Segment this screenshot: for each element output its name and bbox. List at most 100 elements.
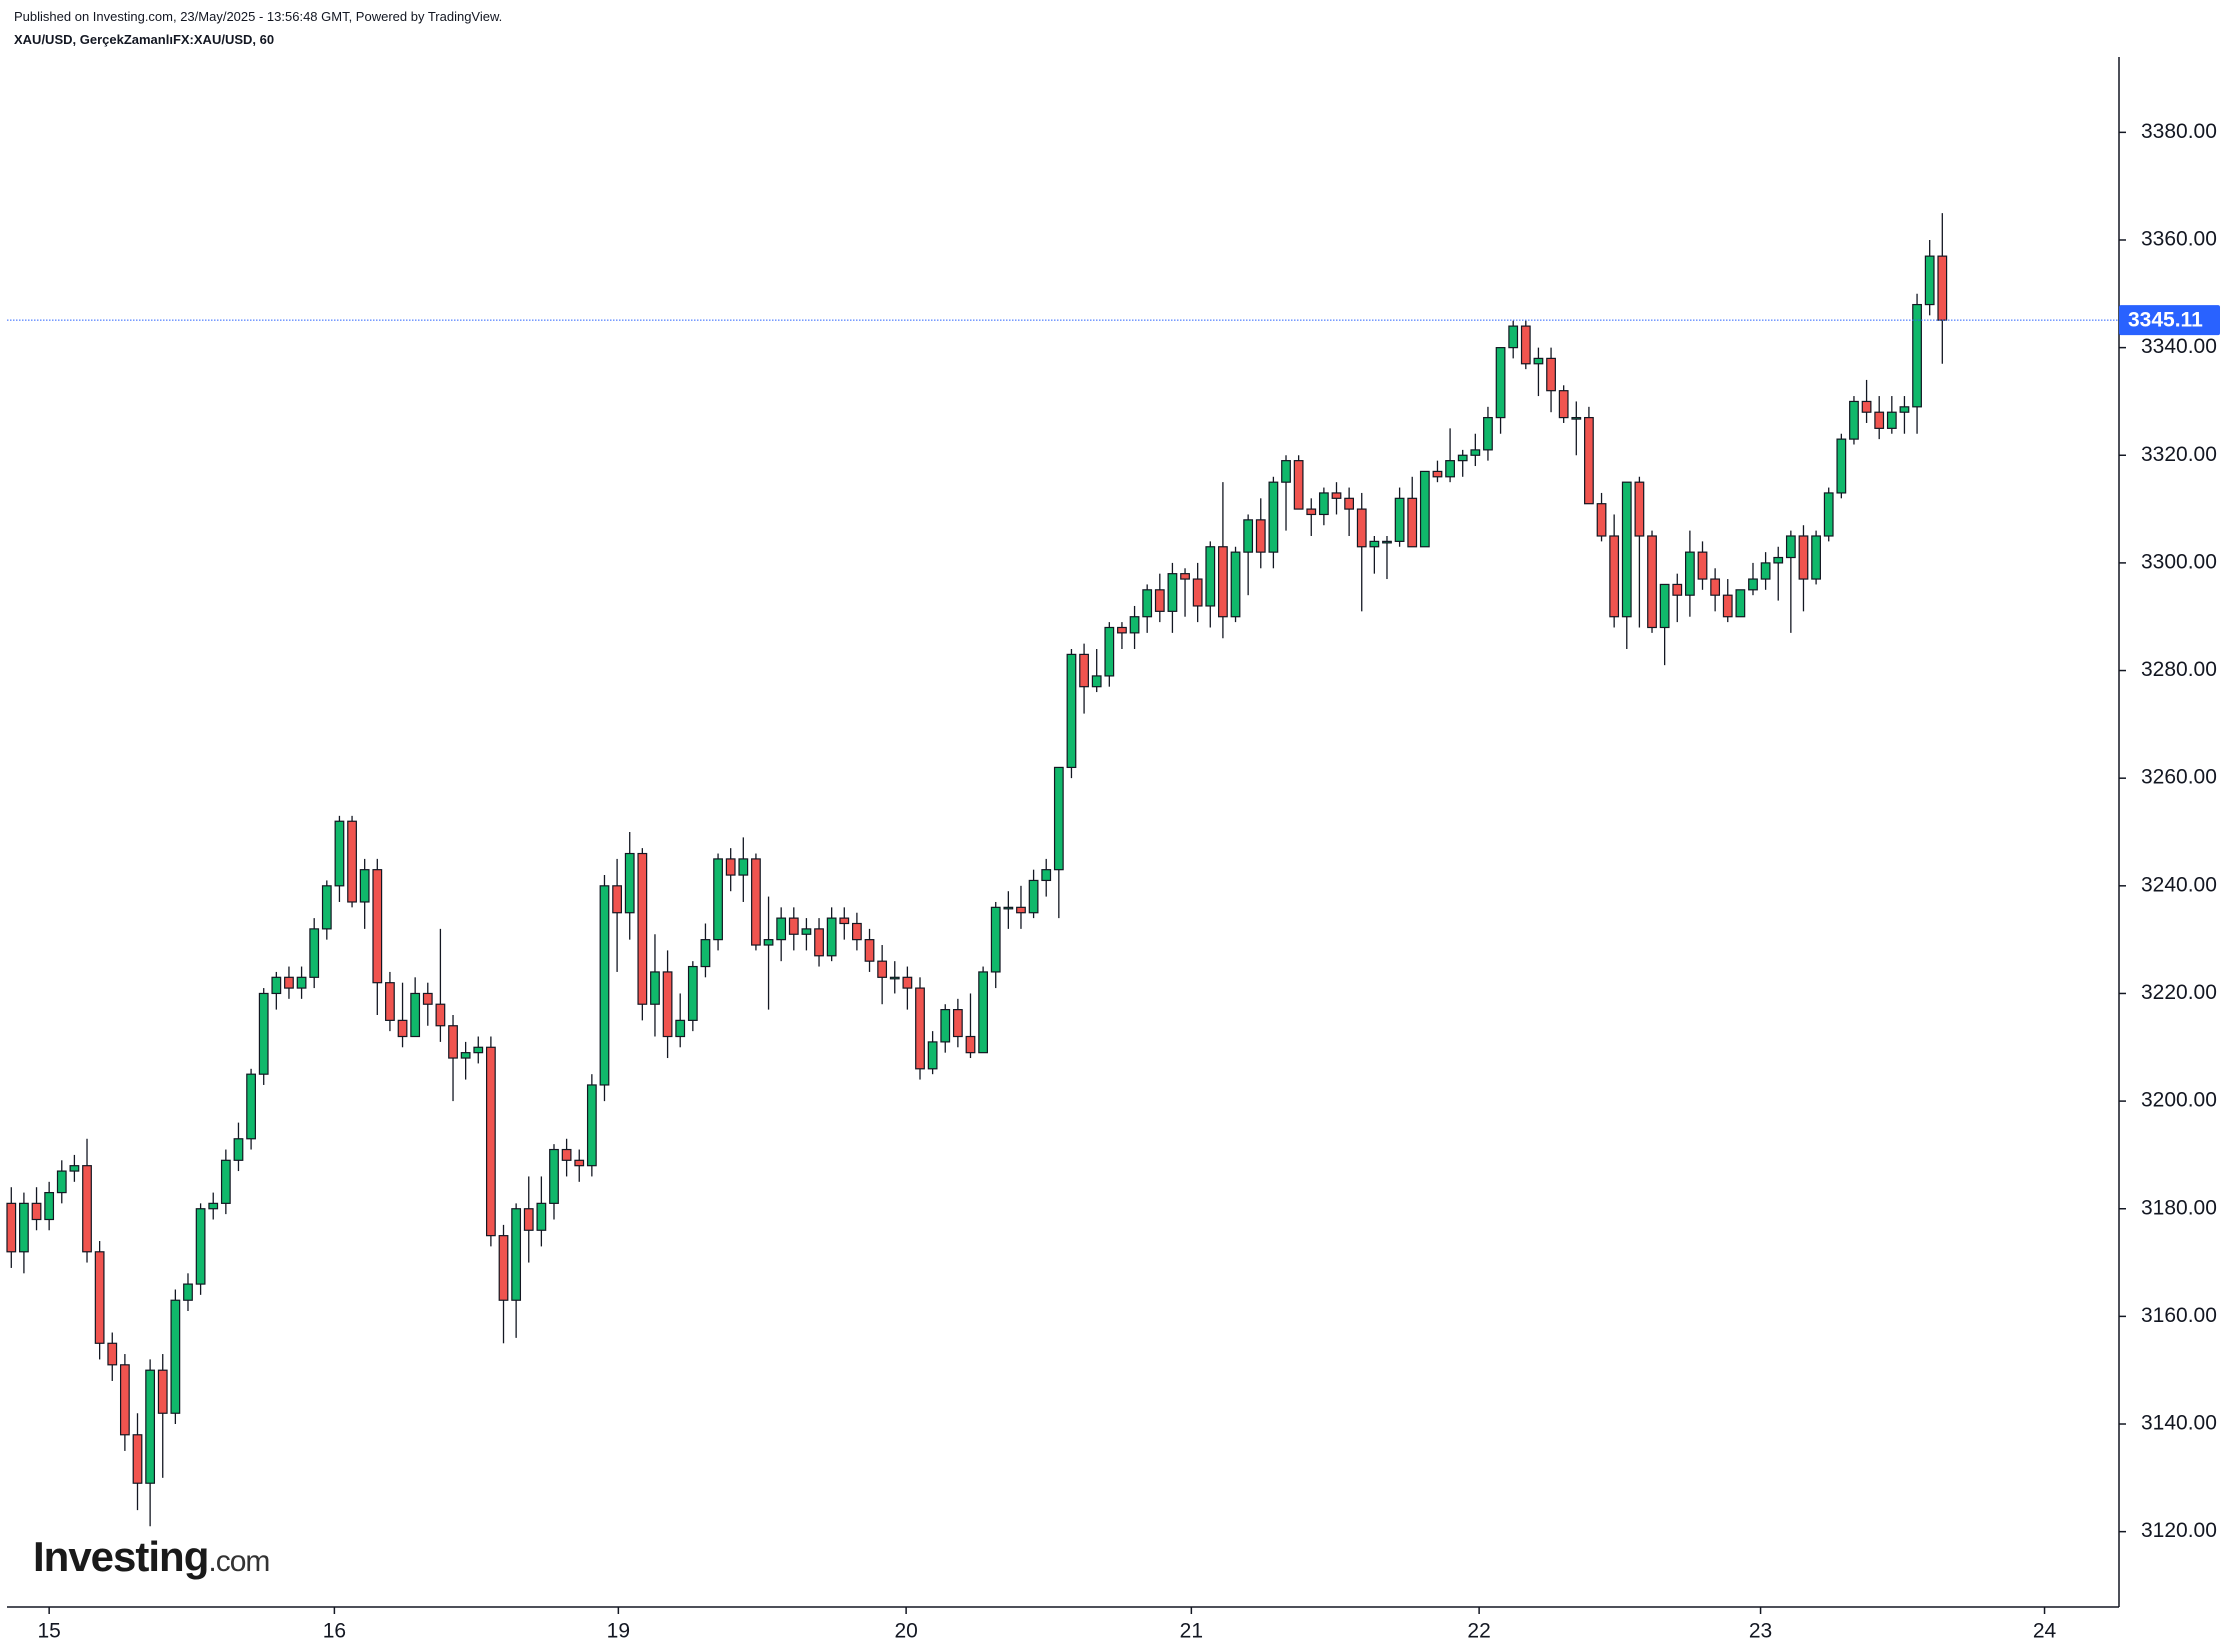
y-tick-label: 3140.00 [2141,1412,2217,1435]
candle-body [258,992,269,1075]
candle-body [1621,481,1632,618]
candle-body [1243,519,1254,553]
candle-body [1533,357,1544,365]
x-tick-label: 15 [37,1620,60,1643]
candle-body [1041,869,1052,882]
candle-body [1142,589,1153,618]
y-tick-label: 3380.00 [2141,120,2217,143]
candle-body [31,1202,42,1221]
candle-body [1318,492,1329,516]
candle-body [1331,492,1342,499]
x-tick-label: 20 [894,1620,917,1643]
symbol-title: XAU/USD, GerçekZamanlıFX:XAU/USD, 60 [14,32,274,47]
candle-body [1356,508,1367,548]
candle-body [1495,347,1506,419]
candle-body [220,1159,231,1204]
candle-body [561,1148,572,1161]
candle-body [6,1202,17,1253]
candle-body [650,971,660,1005]
y-tick-label: 3300.00 [2141,550,2217,573]
candle-body [990,906,1001,973]
candle-body [586,1084,597,1167]
candle-body [1773,556,1784,564]
logo-brand: Investing [33,1533,208,1580]
candle-body [877,960,888,978]
candle-body [1028,879,1039,914]
candle-body [1697,551,1708,580]
candle-body [725,858,736,876]
candle-body [1760,562,1771,580]
candle-body [1899,406,1910,413]
logo-suffix: .com [208,1545,269,1578]
candle-body [826,917,837,957]
candle-body [1748,578,1758,591]
logo: Investing.com [33,1533,269,1580]
candle-body [523,1208,534,1231]
y-tick-label: 3120.00 [2141,1519,2217,1542]
candle-body [296,976,307,989]
candle-body [915,987,925,1070]
y-tick-label: 3180.00 [2141,1196,2217,1219]
candle-body [1596,503,1607,537]
candle-body [1419,470,1430,548]
x-tick-label: 24 [2033,1620,2057,1643]
candle-body [397,1019,408,1038]
candle-body [1672,583,1683,596]
candle-body [624,852,635,914]
candle-body [1079,653,1089,688]
candle-body [132,1434,143,1484]
candle-body [687,965,698,1021]
candle-body [1823,492,1834,537]
candle-body [1937,255,1948,321]
candle-body [94,1251,105,1344]
candle-body [309,928,320,978]
candle-body [233,1138,244,1161]
price-label-box [2119,305,2220,336]
candle-body [1053,766,1064,871]
candle-body [599,885,610,1086]
candle-body [157,1369,168,1414]
candle-body [839,917,850,925]
candle-body [44,1191,55,1221]
candle-body [1003,906,1014,910]
candle-body [1647,535,1657,629]
x-tick-label: 21 [1180,1620,1203,1643]
candle-body [473,1046,484,1054]
candle-body [1886,411,1897,429]
candle-body [952,1009,963,1038]
candle-body [1117,626,1127,634]
candle-body [511,1208,522,1301]
candle-body [334,820,345,887]
candle-body [675,1019,686,1038]
candle-body [195,1208,206,1285]
candle-body [119,1364,130,1436]
candle-body [1205,546,1216,607]
candle-body [1874,411,1885,429]
candle-body [1584,416,1594,505]
candle-body [359,869,370,903]
candle-body [19,1202,29,1253]
candle-body [940,1009,951,1043]
candle-body [170,1299,181,1414]
candle-body [372,869,383,984]
candle-body [1445,460,1455,478]
y-tick-label: 3320.00 [2141,443,2217,466]
plot-area [6,213,1948,1527]
candle-body [1634,481,1645,537]
candle-body [246,1073,256,1140]
candle-body [1066,653,1077,769]
candle-body [1912,303,1922,408]
candle-body [1268,481,1279,553]
published-note: Published on Investing.com, 23/May/2025 … [14,9,502,24]
candle-body [902,976,913,989]
candle-body [448,1025,458,1059]
candle-body [965,1035,976,1054]
candle-body [1369,540,1380,548]
candle-body [1218,546,1228,618]
candle-body [347,820,357,903]
candle-body [776,917,787,941]
candle-body [549,1148,559,1204]
candle-body [498,1235,509,1301]
